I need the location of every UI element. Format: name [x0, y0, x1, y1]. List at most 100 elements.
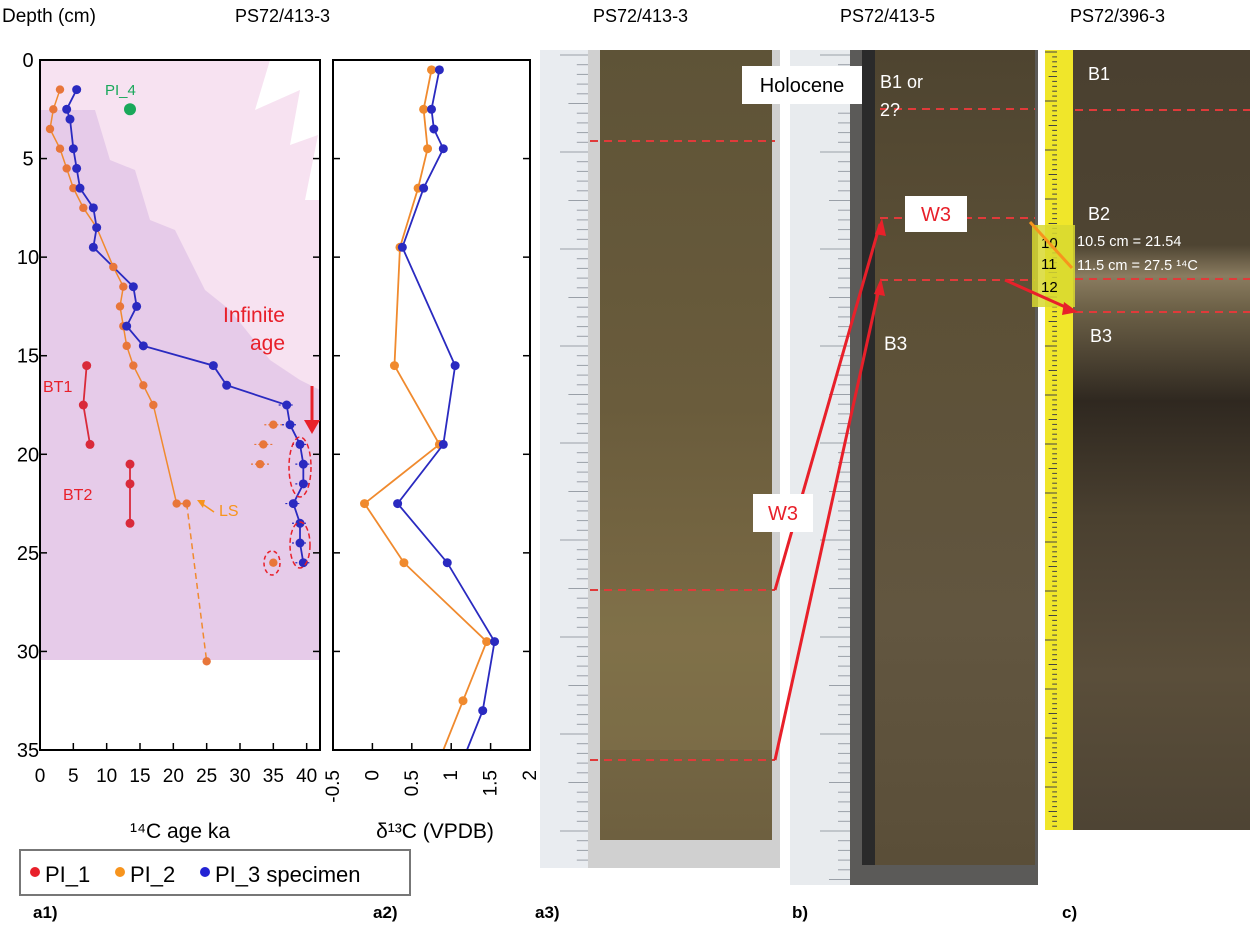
- age-arrow-red: [1004, 278, 1073, 312]
- pi3-age-point: [88, 242, 98, 252]
- ls-label: LS: [219, 503, 239, 520]
- pi3-d13c-point: [419, 183, 429, 193]
- pi3-age-point: [92, 223, 102, 233]
- a2-x-tick-label: 1.5: [481, 770, 502, 796]
- a2-x-tick-label: 2: [520, 770, 541, 781]
- pi2-age-point: [45, 124, 55, 134]
- pi3-age-point: [298, 459, 308, 469]
- pi3-d13c-point: [442, 558, 452, 568]
- pi2-d13c-point: [389, 361, 399, 371]
- w3-b-label: W3: [921, 204, 951, 226]
- c-core-title: PS72/396-3: [1070, 6, 1165, 26]
- a3-core-title: PS72/413-3: [593, 6, 688, 26]
- pi3-d13c-point: [393, 499, 403, 509]
- panel-label-a2: a2): [373, 903, 398, 922]
- pi2-age-point: [79, 203, 88, 213]
- pi2-age-point: [269, 558, 278, 567]
- pi3-age-point: [222, 380, 232, 390]
- pi2-age-point: [139, 381, 148, 390]
- pi2-age-point: [202, 657, 211, 666]
- pi1-age-point: [125, 518, 135, 528]
- panel-label-a3: a3): [535, 903, 560, 922]
- ls-arrowhead: [197, 500, 205, 508]
- pi2-offset-point: [259, 440, 268, 449]
- pi2-age-point: [115, 302, 125, 311]
- panel-label-b: b): [792, 903, 808, 922]
- pi2-age-point: [109, 262, 118, 272]
- b-core-inner-edge: [862, 50, 875, 865]
- b3-b-label: B3: [884, 334, 907, 355]
- b1-c-label: B1: [1088, 64, 1110, 84]
- depth-11-label: 11: [1041, 256, 1057, 273]
- pi3-age-point: [295, 518, 305, 528]
- legend-pi3-label: PI_3 specimen: [215, 862, 361, 887]
- pi2-age-point: [119, 282, 128, 291]
- pi3-age-point: [65, 114, 75, 124]
- pi2-age-point: [62, 164, 71, 173]
- pi2-d13c-point: [399, 558, 409, 568]
- pi3-age-point: [128, 282, 138, 292]
- pi3-age-point: [75, 183, 85, 193]
- pi3-d13c-point: [427, 104, 436, 114]
- c-ruler-ticks: [1045, 51, 1057, 827]
- pi1-age-point: [125, 459, 135, 469]
- legend-pi2-marker: [115, 867, 125, 877]
- pi3-age-point: [122, 321, 132, 331]
- w3-correlation: W3: [753, 218, 886, 761]
- pi1-age-point: [125, 479, 135, 489]
- a1-y-tick-label: 20: [17, 444, 39, 466]
- legend-pi1-label: PI_1: [45, 862, 90, 887]
- pi3-age-point: [295, 538, 305, 548]
- pi3-age-point: [282, 400, 292, 410]
- age-arrow-red-head: [1062, 302, 1078, 315]
- a2-x-axis-title: δ¹³C (VPDB): [376, 820, 494, 843]
- a1-y-tick-label: 35: [17, 740, 39, 762]
- pi3-d13c-point: [429, 124, 439, 134]
- pi3-d13c-point: [490, 637, 500, 647]
- pi3-age-point: [285, 420, 295, 430]
- infinite-age-arrowhead: [304, 420, 320, 434]
- pi2-age-point: [172, 499, 181, 508]
- bt1-label: BT1: [43, 379, 72, 396]
- pi2-d13c-point: [458, 696, 468, 706]
- a1-y-tick-label: 0: [22, 50, 33, 72]
- depth-12-label: 12: [1041, 279, 1058, 296]
- panel-a3-core-photo: [540, 50, 780, 868]
- pi1-age-point: [82, 361, 92, 371]
- pi3-d13c-point: [397, 242, 407, 252]
- pi2-d13c-point: [419, 104, 429, 114]
- a1-x-tick-label: 25: [196, 766, 217, 787]
- pi2-d13c-point: [427, 65, 436, 75]
- w3-mid-label-box: [753, 494, 813, 532]
- pi2-age-point: [69, 183, 78, 193]
- a1-plot-frame: [39, 59, 321, 751]
- c-depth-highlight-box: [1032, 225, 1075, 307]
- a1-x-tick-label: 15: [129, 766, 150, 787]
- b3-c-label: B3: [1090, 326, 1112, 346]
- pi2-offset-point: [269, 420, 278, 429]
- pi2-age-point: [55, 144, 65, 153]
- pi3-d13c-point: [450, 361, 460, 371]
- pi3-age-point: [288, 499, 298, 509]
- a1-x-tick-label: 20: [163, 766, 184, 787]
- panel-label-a1: a1): [33, 903, 58, 922]
- c-core-sediment: [1073, 50, 1250, 830]
- a3-core-sediment: [600, 50, 772, 840]
- pi3-age-point: [132, 301, 142, 311]
- pi2-age-dashed-line: [185, 503, 208, 662]
- holocene-label: Holocene: [760, 75, 845, 97]
- b1-2-label: 2?: [880, 100, 900, 120]
- pi2-age-point: [149, 400, 158, 410]
- pi1-age-point: [85, 439, 95, 449]
- a1-y-tick-label: 10: [17, 247, 39, 269]
- a2-x-tick-label: -0.5: [323, 770, 344, 803]
- pi3-age-point: [72, 85, 82, 95]
- pi3-age-point: [295, 439, 305, 449]
- w3-mid-label: W3: [768, 503, 798, 525]
- pi2-d13c-line: [363, 69, 488, 751]
- legend: PI_1 PI_2 PI_3 specimen: [19, 849, 411, 896]
- b-core-title: PS72/413-5: [840, 6, 935, 26]
- age-annotation-2: 11.5 cm = 27.5 ¹⁴C: [1077, 258, 1198, 274]
- pi3-d13c-point: [434, 65, 444, 75]
